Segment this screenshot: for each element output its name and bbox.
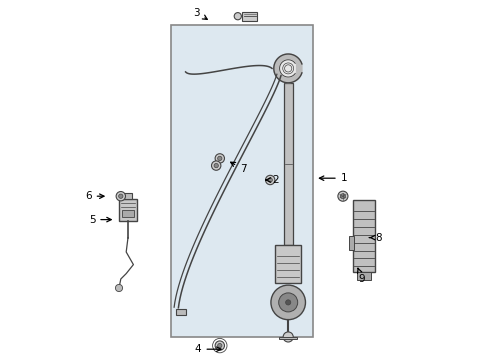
Text: 2: 2 (266, 175, 279, 185)
Bar (122, 210, 134, 217)
Bar (120, 199, 137, 221)
Bar (358, 272, 371, 280)
Circle shape (116, 284, 122, 292)
Circle shape (286, 300, 291, 305)
Circle shape (218, 343, 222, 348)
Circle shape (214, 163, 219, 168)
Circle shape (266, 175, 275, 185)
Text: 1: 1 (319, 173, 347, 183)
Text: 3: 3 (193, 8, 207, 19)
Bar (176, 309, 186, 315)
Text: 8: 8 (369, 233, 382, 243)
Bar (124, 193, 132, 199)
Bar (349, 236, 354, 250)
Bar (284, 83, 293, 245)
Polygon shape (280, 60, 295, 77)
Text: 6: 6 (85, 191, 104, 201)
Circle shape (215, 341, 224, 350)
Circle shape (338, 191, 348, 201)
Circle shape (116, 192, 125, 201)
Text: 5: 5 (89, 215, 111, 225)
Circle shape (119, 194, 123, 198)
Bar (171, 25, 314, 337)
Circle shape (212, 161, 221, 170)
Bar (275, 245, 301, 283)
Polygon shape (274, 54, 302, 83)
Circle shape (215, 154, 224, 163)
Circle shape (234, 13, 242, 20)
Circle shape (341, 194, 345, 199)
Bar (353, 200, 375, 272)
Text: 7: 7 (231, 162, 246, 174)
Circle shape (279, 293, 298, 312)
Text: 4: 4 (195, 344, 221, 354)
Bar (242, 12, 257, 21)
Text: 9: 9 (358, 268, 366, 284)
Circle shape (268, 178, 272, 182)
Circle shape (283, 332, 293, 342)
Circle shape (218, 156, 222, 161)
Bar (279, 337, 297, 339)
Circle shape (271, 285, 305, 320)
